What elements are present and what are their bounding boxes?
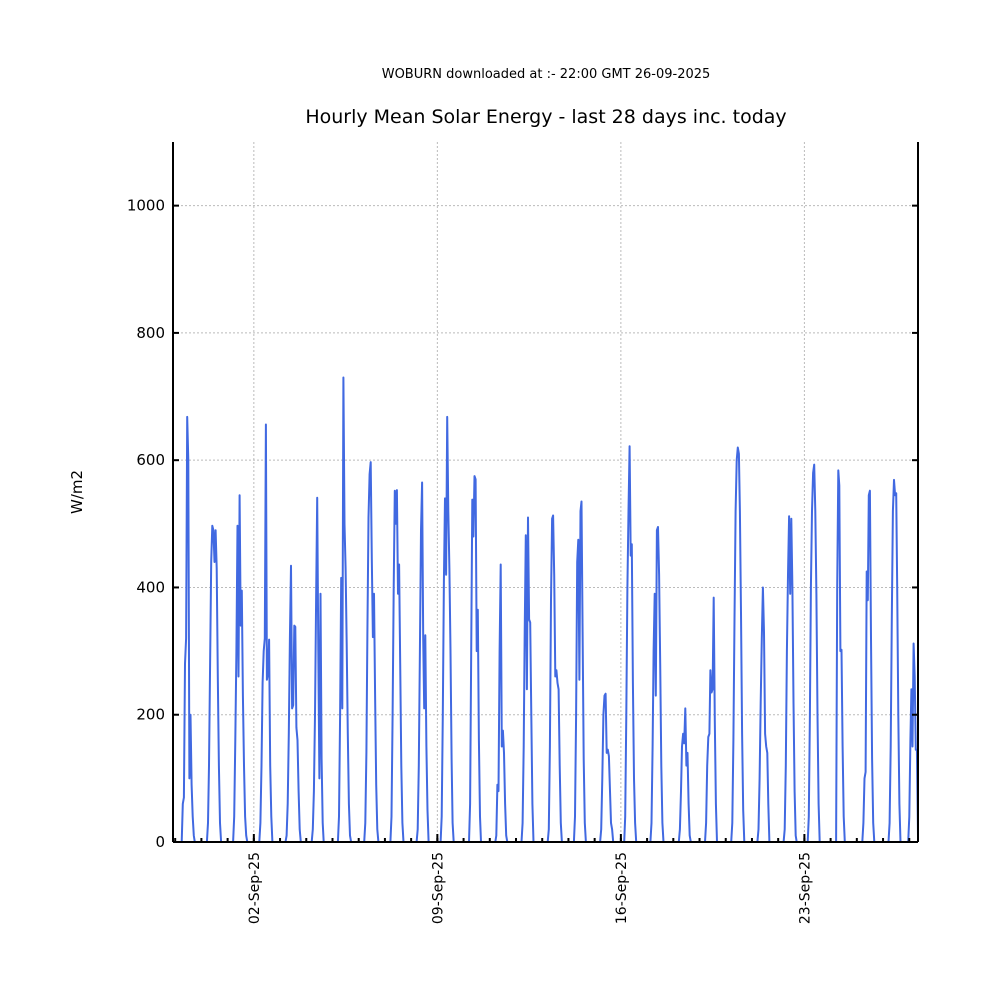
x-tick-label: 16-Sep-25 <box>614 852 630 924</box>
x-tick-labels: 02-Sep-25 09-Sep-25 16-Sep-25 23-Sep-25 <box>247 852 814 924</box>
x-tick-label: 23-Sep-25 <box>797 852 813 924</box>
x-tick-label: 09-Sep-25 <box>430 852 446 924</box>
chart-title: Hourly Mean Solar Energy - last 28 days … <box>305 106 786 128</box>
y-tick-label: 0 <box>155 833 165 851</box>
y-tick-label: 400 <box>136 578 165 596</box>
y-tick-label: 800 <box>136 324 165 342</box>
y-tick-label: 1000 <box>127 197 165 215</box>
y-tick-label: 600 <box>136 451 165 469</box>
y-tick-labels: 0 200 400 600 800 1000 <box>127 197 165 851</box>
series-layer <box>180 376 919 843</box>
x-tick-label: 02-Sep-25 <box>247 852 263 924</box>
chart-subtitle: WOBURN downloaded at :- 22:00 GMT 26-09-… <box>382 67 711 82</box>
series-line <box>180 376 919 843</box>
y-tick-label: 200 <box>136 706 165 724</box>
axes <box>172 142 919 843</box>
y-axis-label: W/m2 <box>68 470 86 514</box>
grid-lines <box>173 142 918 842</box>
